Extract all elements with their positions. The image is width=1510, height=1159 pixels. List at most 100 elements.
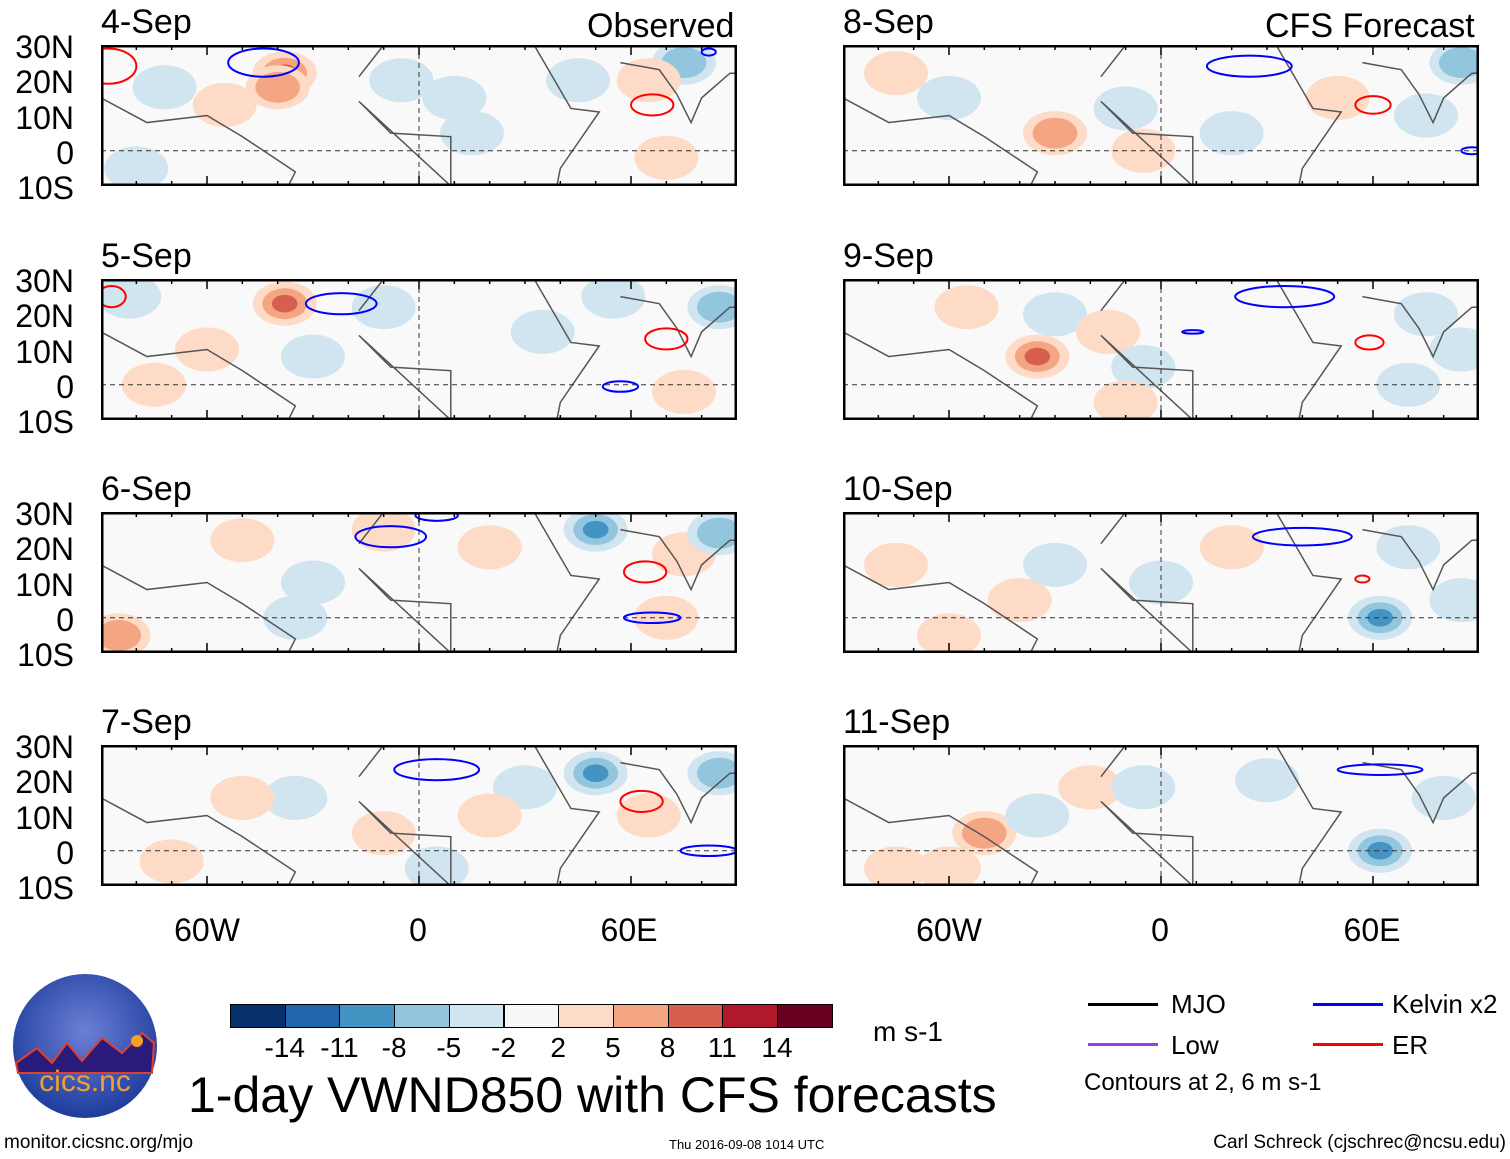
lat-label: 10N [15,333,74,370]
lat-label: 10S [17,870,74,906]
colorbar-swatch [284,1004,341,1028]
anomaly-shading [1093,86,1158,131]
anomaly-shading [696,291,737,323]
map-panel [101,512,737,653]
panel-date: 11-Sep [843,703,951,741]
kelvin-contour [393,758,481,782]
map-panel [101,279,737,420]
anomaly-shading [1093,380,1158,420]
figure-title: 1-day VWND850 with CFS forecasts [188,1067,997,1123]
kelvin-contour [700,47,717,57]
lon-label: 60E [1343,912,1401,948]
er-contour [1354,95,1392,115]
anomaly-shading [917,846,981,886]
footer-url[interactable]: monitor.cicsnc.org/mjo [4,1132,194,1153]
coastline [1100,279,1343,420]
anomaly-shading [1394,93,1458,138]
anomaly-shading [917,75,981,120]
colorbar-swatch [558,1004,614,1028]
lat-label: 20N [15,298,74,335]
coastline [620,761,737,825]
lat-label: 30N [15,496,74,532]
panel-date: 6-Sep [101,470,192,508]
colorbar-swatch [777,1004,833,1028]
forecast-header: CFS Forecast [1265,7,1475,45]
panel-date: 9-Sep [843,237,934,275]
legend-er-line [1313,1043,1383,1046]
anomaly-shading [369,58,434,103]
anomaly-shading [696,517,737,549]
anomaly-shading [1023,542,1087,587]
kelvin-contour [622,611,682,625]
colorbar-swatch [230,1004,286,1028]
lon-label: 60E [600,912,658,948]
kelvin-contour [1234,285,1336,309]
kelvin-contour [601,380,640,393]
anomaly-shading [104,146,169,186]
anomaly-shading [1058,765,1123,810]
legend-low-label: Low [1171,1030,1219,1060]
anomaly-shading [934,285,999,330]
lat-label: 0 [56,134,74,171]
lat-label: 30N [15,729,74,765]
coastline [843,331,1039,420]
anomaly-shading [255,71,301,103]
anomaly-shading [457,793,522,838]
legend-mjo-label: MJO [1171,989,1226,1019]
anomaly-shading [1429,578,1479,623]
anomaly-shading [1235,758,1299,803]
colorbar-label: 11 [707,1032,737,1063]
coastline [358,45,601,186]
lon-label: 60W [174,912,240,948]
colorbar-units: m s-1 [873,1016,943,1047]
anomaly-shading [132,65,197,110]
colorbar-label: 8 [659,1032,676,1063]
lat-label: 10S [17,170,74,206]
map-panel [101,745,737,886]
kelvin-contour [414,512,459,522]
colorbar-label: 14 [761,1032,793,1063]
panel-date: 8-Sep [843,3,934,41]
colorbar-label: -8 [381,1032,407,1063]
anomaly-shading [1005,793,1070,838]
panel-date: 10-Sep [843,470,953,508]
colorbar-swatch [394,1004,450,1028]
anomaly-shading [864,846,928,886]
anomaly-shading [210,518,275,563]
er-contour [1354,574,1371,584]
lat-label: 10N [15,799,74,836]
er-contour [101,285,127,309]
anomaly-shading [987,578,1052,623]
er-contour [619,789,664,813]
anomaly-shading [1376,362,1441,407]
coastline [843,797,1039,886]
map-panel [101,45,737,186]
coastline [1362,61,1479,125]
coastline [101,564,297,653]
coastline [1362,295,1479,359]
colorbar-label: -11 [320,1032,359,1063]
lat-label: 20N [15,764,74,801]
lat-label: 30N [15,263,74,299]
map-panel [843,279,1479,420]
coastline [843,97,1039,186]
coastline [358,512,601,653]
legend-kelvin-line [1313,1003,1383,1006]
anomaly-shading [1367,608,1393,627]
coastline [1362,528,1479,592]
colorbar-swatch [339,1004,396,1028]
colorbar-label: -5 [436,1032,462,1063]
anomaly-shading [210,775,275,820]
lat-label: 10S [17,404,74,440]
coastline [1100,45,1343,186]
anomaly-shading [1024,347,1051,366]
lat-label: 0 [56,601,74,638]
anomaly-shading [271,294,298,313]
lon-label: 0 [409,912,427,948]
anomaly-shading [1199,525,1264,570]
legend-kelvin-label: Kelvin x2 [1392,989,1498,1019]
anomaly-shading [917,613,981,653]
coastline [1362,761,1479,825]
anomaly-shading [634,135,699,180]
